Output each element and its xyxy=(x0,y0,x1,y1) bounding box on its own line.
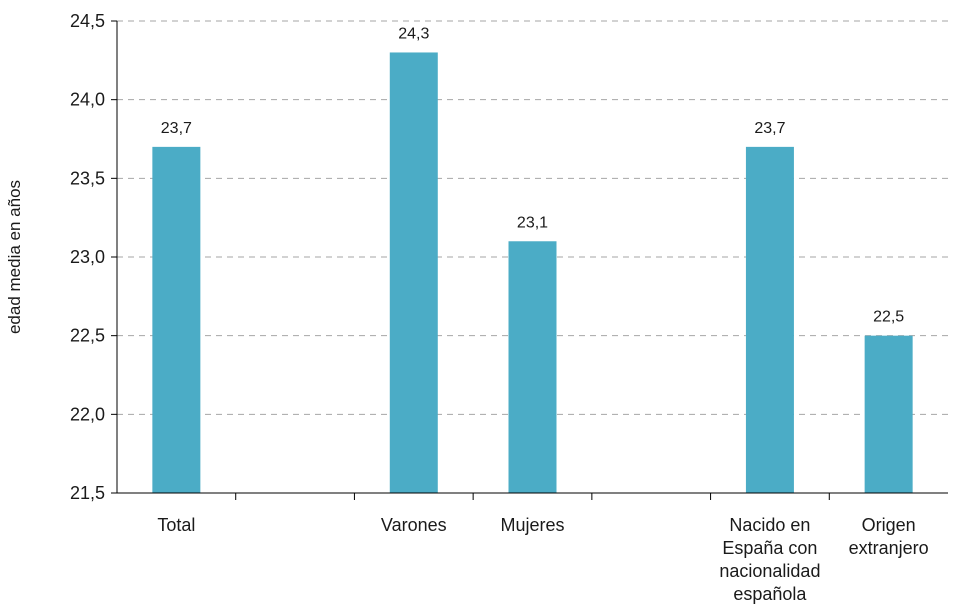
x-tick-label: Nacido en España con nacionalidad española xyxy=(719,515,820,604)
x-tick-label: Varones xyxy=(381,515,447,535)
bars xyxy=(152,52,913,493)
x-tick-label: Origen extranjero xyxy=(849,515,929,558)
data-label: 22,5 xyxy=(873,309,904,326)
y-tick-labels: 21,5 22,0 22,5 23,0 23,5 24,0 24,5 xyxy=(70,11,105,503)
x-tick-label: Mujeres xyxy=(500,515,564,535)
y-tick-label: 23,0 xyxy=(70,247,105,267)
axes xyxy=(111,20,948,500)
data-labels: 23,7 24,3 23,1 23,7 22,5 xyxy=(161,25,905,325)
data-label: 24,3 xyxy=(398,25,429,42)
data-label: 23,1 xyxy=(517,214,548,231)
bar xyxy=(745,146,794,493)
y-axis-title: edad media en años xyxy=(5,180,24,334)
y-tick-label: 21,5 xyxy=(70,483,105,503)
y-tick-label: 22,5 xyxy=(70,326,105,346)
bar xyxy=(864,335,913,493)
x-tick-labels: Total Varones Mujeres Nacido en España con na… xyxy=(157,515,928,604)
y-tick-label: 24,0 xyxy=(70,90,105,110)
bar xyxy=(508,241,557,493)
y-tick-label: 23,5 xyxy=(70,168,105,188)
bar xyxy=(389,52,438,493)
bar xyxy=(152,146,201,493)
data-label: 23,7 xyxy=(161,120,192,137)
y-tick-label: 24,5 xyxy=(70,11,105,31)
x-tick-label: Total xyxy=(157,515,195,535)
y-tick-label: 22,0 xyxy=(70,404,105,424)
data-label: 23,7 xyxy=(754,120,785,137)
